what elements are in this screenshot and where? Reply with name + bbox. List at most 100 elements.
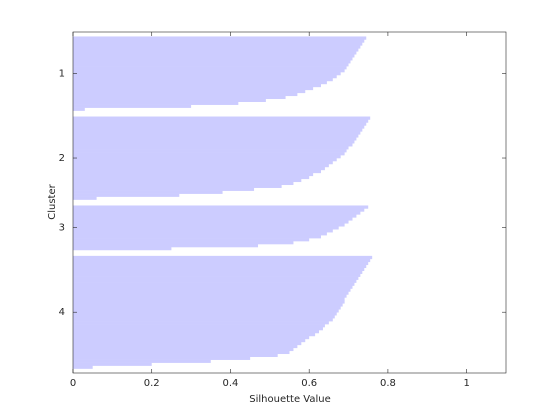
silhouette-bar: [73, 291, 349, 295]
plot-frame: [72, 31, 507, 374]
silhouette-bar: [73, 77, 333, 82]
silhouette-bar: [73, 335, 310, 340]
silhouette-bar: [73, 128, 363, 132]
silhouette-bar: [73, 155, 341, 159]
silhouette-bar: [73, 347, 294, 352]
silhouette-bar: [73, 125, 365, 129]
silhouette-bar: [73, 134, 359, 138]
silhouette-bar: [73, 244, 259, 248]
y-tick-label: 4: [59, 307, 65, 318]
silhouette-bar: [73, 72, 341, 76]
silhouette-bar: [73, 42, 363, 46]
x-tick-label: 0.6: [301, 378, 317, 389]
silhouette-bar: [73, 98, 266, 102]
silhouette-bar: [73, 362, 152, 366]
silhouette-bar: [73, 166, 325, 171]
silhouette-bar: [73, 288, 351, 292]
silhouette-bar: [73, 255, 373, 260]
silhouette-bar: [73, 205, 369, 209]
silhouette-bar: [73, 146, 349, 150]
silhouette-bar: [73, 315, 335, 319]
silhouette-bar: [73, 365, 93, 369]
y-tick-label: 3: [59, 223, 65, 234]
silhouette-bar: [73, 54, 355, 58]
silhouette-bar: [73, 181, 294, 186]
silhouette-bar: [73, 232, 327, 236]
silhouette-bar: [73, 86, 314, 91]
y-tick-label: 1: [59, 69, 65, 80]
silhouette-bar: [73, 57, 353, 61]
silhouette-bar: [73, 66, 347, 70]
silhouette-bar: [73, 321, 329, 325]
x-tick-label: 0: [70, 378, 76, 389]
y-tick-label: 2: [59, 153, 65, 164]
silhouette-bar: [73, 341, 302, 346]
silhouette-bar: [73, 36, 367, 40]
silhouette-bar: [73, 83, 321, 88]
silhouette-bar: [73, 353, 278, 357]
silhouette-bar: [73, 196, 97, 200]
silhouette-bar: [73, 101, 239, 105]
silhouette-bar: [73, 229, 333, 233]
silhouette-bar: [73, 279, 357, 283]
silhouette-bar: [73, 217, 353, 221]
silhouette-bar: [73, 238, 310, 242]
silhouette-bar: [73, 273, 361, 277]
silhouette-bar: [73, 356, 251, 360]
silhouette-bar: [73, 270, 363, 274]
silhouette-bar: [73, 187, 255, 191]
silhouette-bar: [73, 338, 306, 343]
silhouette-bar: [73, 258, 371, 263]
silhouette-bar: [73, 303, 343, 307]
silhouette-bar: [73, 137, 357, 141]
silhouette-bar: [73, 89, 306, 94]
x-axis-label: Silhouette Value: [249, 394, 330, 405]
silhouette-bar: [73, 344, 298, 349]
silhouette-bar: [73, 330, 320, 334]
silhouette-bar: [73, 193, 180, 197]
y-axis-label: Cluster: [47, 183, 58, 219]
silhouette-bar: [73, 48, 359, 52]
silhouette-bar: [73, 152, 345, 156]
silhouette-bar: [73, 80, 327, 85]
silhouette-bar: [73, 294, 347, 298]
silhouette-bar: [73, 119, 369, 123]
silhouette-bar: [73, 51, 357, 55]
silhouette-bar: [73, 190, 223, 194]
silhouette-bar: [73, 276, 359, 280]
silhouette-bar: [73, 140, 355, 144]
silhouette-bar: [73, 350, 290, 355]
silhouette-bar: [73, 324, 325, 328]
silhouette-bar: [73, 122, 367, 126]
silhouette-bar: [73, 107, 85, 111]
x-tick-label: 0.4: [223, 378, 239, 389]
silhouette-bar: [73, 184, 282, 188]
silhouette-bar: [73, 327, 323, 331]
silhouette-bar: [73, 211, 361, 215]
silhouette-bar: [73, 359, 211, 363]
silhouette-bar: [73, 312, 337, 316]
silhouette-bar: [73, 226, 339, 230]
silhouette-bar: [73, 160, 333, 165]
silhouette-bar: [73, 45, 361, 49]
silhouette-bar: [73, 220, 349, 224]
x-tick-label: 0.2: [144, 378, 160, 389]
silhouette-bar: [73, 175, 310, 180]
silhouette-bar: [73, 309, 339, 313]
silhouette-bar: [73, 116, 371, 120]
silhouette-bar: [73, 235, 321, 239]
silhouette-bar: [73, 169, 321, 174]
silhouette-bar: [73, 63, 349, 67]
silhouette-bar: [73, 60, 351, 64]
silhouette-bar: [73, 306, 341, 310]
silhouette-bar: [73, 208, 365, 212]
silhouette-bar: [73, 297, 345, 301]
x-tick-label: 1: [463, 378, 469, 389]
silhouette-bar: [73, 69, 345, 73]
silhouette-bar: [73, 246, 172, 251]
silhouette-bar: [73, 95, 286, 100]
silhouette-bar: [73, 332, 316, 337]
silhouette-bar: [73, 74, 337, 79]
silhouette-bar: [73, 131, 361, 135]
